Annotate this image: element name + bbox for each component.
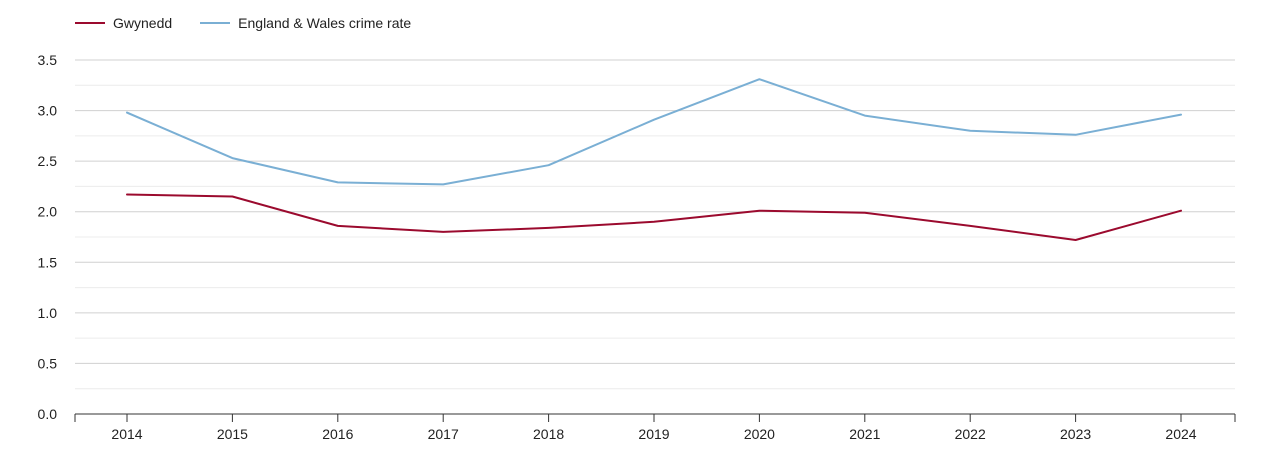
x-tick-label: 2016	[322, 426, 353, 442]
data-point-england-wales-crime-rate[interactable]	[862, 113, 868, 119]
data-point-gwynedd[interactable]	[756, 208, 762, 214]
y-tick-label: 2.0	[38, 204, 58, 220]
x-tick-label: 2022	[955, 426, 986, 442]
x-tick-label: 2024	[1165, 426, 1196, 442]
data-point-england-wales-crime-rate[interactable]	[967, 128, 973, 134]
legend: Gwynedd England & Wales crime rate	[75, 15, 411, 31]
x-tick-label: 2021	[849, 426, 880, 442]
series-line-gwynedd[interactable]	[126, 193, 1182, 241]
data-point-gwynedd[interactable]	[967, 223, 973, 229]
data-point-england-wales-crime-rate[interactable]	[124, 110, 130, 116]
data-point-england-wales-crime-rate[interactable]	[335, 179, 341, 185]
x-tick-label: 2017	[428, 426, 459, 442]
data-point-england-wales-crime-rate[interactable]	[229, 155, 235, 161]
data-point-england-wales-crime-rate[interactable]	[651, 117, 657, 123]
x-tick-label: 2020	[744, 426, 775, 442]
data-point-gwynedd[interactable]	[229, 194, 235, 200]
data-point-gwynedd[interactable]	[1073, 237, 1079, 243]
legend-label-gwynedd: Gwynedd	[113, 15, 173, 31]
data-point-gwynedd[interactable]	[651, 219, 657, 225]
data-point-england-wales-crime-rate[interactable]	[756, 76, 762, 82]
x-tick-label: 2018	[533, 426, 564, 442]
data-point-gwynedd[interactable]	[1178, 208, 1184, 214]
legend-item-england-wales[interactable]: England & Wales crime rate	[200, 15, 411, 31]
y-tick-label: 1.5	[38, 254, 58, 270]
data-point-gwynedd[interactable]	[546, 225, 552, 231]
y-tick-label: 3.5	[38, 52, 58, 68]
data-point-gwynedd[interactable]	[335, 223, 341, 229]
x-tick-label: 2014	[111, 426, 142, 442]
series-line-england-wales-crime-rate[interactable]	[126, 78, 1182, 186]
data-point-gwynedd[interactable]	[862, 210, 868, 216]
x-tick-label: 2015	[217, 426, 248, 442]
data-point-england-wales-crime-rate[interactable]	[546, 162, 552, 168]
y-tick-label: 0.5	[38, 355, 58, 371]
x-tick-label: 2019	[638, 426, 669, 442]
data-point-england-wales-crime-rate[interactable]	[440, 181, 446, 187]
data-point-gwynedd[interactable]	[440, 229, 446, 235]
legend-swatch-gwynedd	[75, 22, 105, 24]
legend-swatch-england-wales	[200, 22, 231, 24]
data-point-england-wales-crime-rate[interactable]	[1178, 112, 1184, 118]
y-tick-label: 1.0	[38, 305, 58, 321]
y-tick-label: 0.0	[38, 406, 58, 422]
x-tick-label: 2023	[1060, 426, 1091, 442]
legend-item-gwynedd[interactable]: Gwynedd	[75, 15, 172, 31]
legend-label-england-wales: England & Wales crime rate	[238, 15, 412, 31]
y-tick-label: 2.5	[38, 153, 58, 169]
data-point-gwynedd[interactable]	[124, 192, 130, 198]
data-point-england-wales-crime-rate[interactable]	[1073, 132, 1079, 138]
y-tick-label: 3.0	[38, 103, 58, 119]
